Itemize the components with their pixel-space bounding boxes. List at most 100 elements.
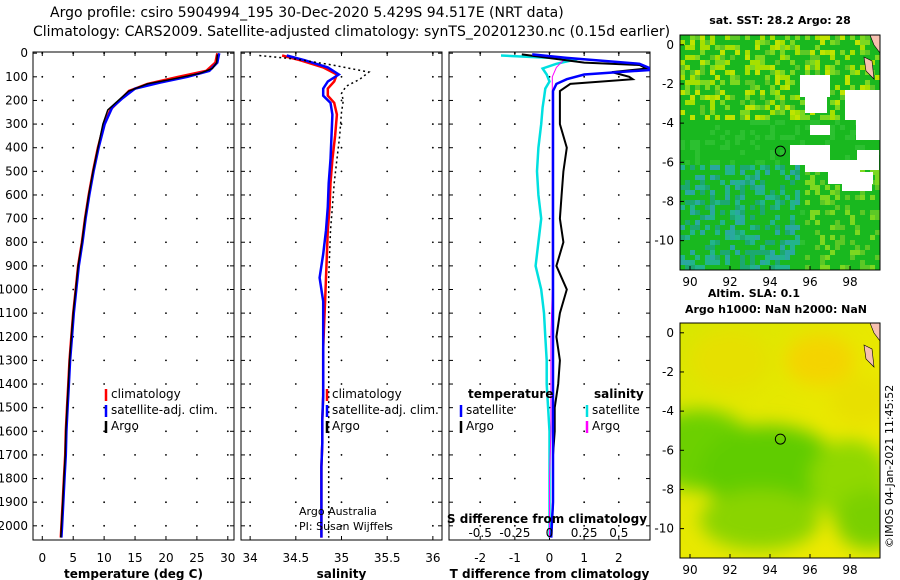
grid-dot: [294, 99, 297, 102]
s-axis-label: S difference from climatology: [447, 512, 647, 526]
sst-cell: [740, 185, 745, 190]
sst-cell: [700, 180, 705, 185]
grid-dot: [340, 524, 343, 527]
sst-cell: [835, 225, 840, 230]
sst-cell: [810, 65, 815, 70]
sst-cell: [860, 265, 865, 270]
sst-cell: [845, 195, 850, 200]
sst-cell: [745, 265, 750, 270]
sst-cell: [805, 70, 810, 75]
sst-cell: [830, 115, 835, 120]
grid-dot: [103, 524, 106, 527]
grid-dot: [134, 383, 136, 385]
sst-cell: [760, 65, 765, 70]
sst-cell: [685, 55, 690, 60]
sst-cell: [795, 175, 800, 180]
sst-cell: [795, 115, 800, 120]
grid-dot: [617, 75, 620, 78]
sst-cell: [865, 40, 870, 45]
sst-cell: [725, 190, 730, 195]
series-line-climatology: [59, 52, 219, 538]
panel-0: 0 5 10 15 20 25 30 temperature (deg C) 0 100 200 30…: [0, 46, 235, 580]
sst-cell: [680, 60, 685, 65]
sst-cell: [705, 45, 710, 50]
x-tick-label: 30: [220, 551, 235, 565]
sst-cell: [840, 240, 845, 245]
sst-cell: [770, 150, 775, 155]
sst-cell: [770, 195, 775, 200]
sst-cell: [815, 35, 820, 40]
grid-dot: [617, 501, 620, 504]
sst-cell: [690, 140, 695, 145]
sst-cell: [790, 135, 795, 140]
grid-dot: [72, 170, 75, 173]
sst-cell: [865, 265, 870, 270]
y-tick-label: 1800: [0, 472, 28, 486]
grid-dot: [583, 146, 586, 149]
sst-cell: [825, 140, 830, 145]
sst-cell: [790, 245, 795, 250]
sst-cell: [725, 70, 730, 75]
map-title: sat. SST: 28.2 Argo: 28: [709, 14, 851, 27]
sla-anomaly: [700, 490, 820, 550]
sst-cell: [815, 210, 820, 215]
grid-dot: [386, 264, 389, 267]
s-tick-label: -0.25: [499, 526, 530, 540]
sst-cell: [770, 50, 775, 55]
sst-cell: [870, 195, 875, 200]
sst-cell: [700, 190, 705, 195]
grid-dot: [72, 359, 75, 362]
grid-dot: [72, 477, 75, 480]
sst-cell: [850, 240, 855, 245]
grid-dot: [583, 406, 586, 409]
grid-dot: [165, 477, 167, 480]
grid-dot: [479, 477, 482, 480]
s-tick-label: 0.25: [571, 526, 598, 540]
y-tick-label: 600: [5, 188, 28, 202]
grid-dot: [249, 454, 252, 456]
sst-cell: [855, 250, 860, 255]
sst-cell: [695, 140, 700, 145]
sst-cell: [850, 255, 855, 260]
sst-cell: [845, 135, 850, 140]
sst-cell: [760, 95, 765, 100]
sst-cell: [855, 145, 860, 150]
sst-cell: [850, 220, 855, 225]
sst-cell: [750, 260, 755, 265]
land-mass: [869, 323, 880, 342]
sst-cell: [790, 115, 795, 120]
map-y-tick-label: -6: [662, 155, 674, 169]
grid-dot: [583, 170, 586, 173]
grid-dot: [479, 99, 482, 102]
grid-dot: [226, 406, 229, 409]
sst-cell: [710, 200, 715, 205]
sst-cell: [740, 180, 745, 185]
credit-text: ©IMOS 04-Jan-2021 11:45:52: [883, 384, 896, 548]
sst-cell: [775, 40, 780, 45]
sst-cell: [790, 170, 795, 175]
sst-cell: [785, 175, 790, 180]
sst-cell: [785, 240, 790, 245]
sst-cell: [815, 245, 820, 250]
sst-cell: [765, 50, 770, 55]
sst-cell: [825, 195, 830, 200]
annotation-pi: PI: Susan Wijffels: [299, 520, 393, 533]
grid-dot: [103, 217, 106, 220]
grid-dot: [72, 241, 75, 244]
sst-cell: [710, 65, 715, 70]
sst-cell: [840, 50, 845, 55]
grid-dot: [134, 359, 136, 362]
grid-dot: [513, 477, 516, 480]
sst-cell: [730, 180, 735, 185]
sst-cell: [855, 230, 860, 235]
sst-cell: [810, 120, 815, 125]
sst-cell: [710, 160, 715, 165]
sst-cell: [745, 240, 750, 245]
sst-cell: [720, 210, 725, 215]
grid-dot: [583, 359, 586, 362]
sst-cell: [745, 70, 750, 75]
sst-cell: [865, 85, 870, 90]
grid-dot: [617, 288, 620, 291]
sst-cell: [735, 75, 740, 80]
grid-dot: [165, 524, 167, 527]
